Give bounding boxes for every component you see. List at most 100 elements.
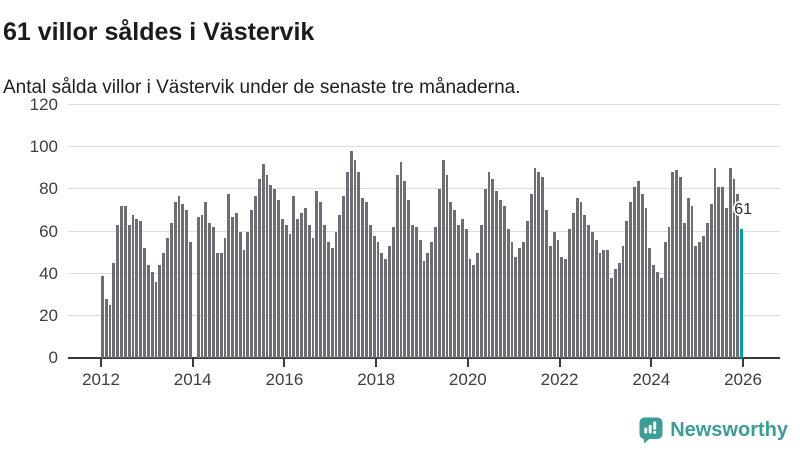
x-axis-tick-2024 xyxy=(650,358,653,367)
bar xyxy=(514,256,518,358)
bar xyxy=(437,189,441,358)
bar xyxy=(525,220,529,358)
x-axis-label-2016: 2016 xyxy=(265,370,304,389)
bar xyxy=(483,189,487,358)
bar xyxy=(391,227,395,358)
bar xyxy=(162,252,166,358)
bar xyxy=(721,187,724,358)
x-axis-tick-2012 xyxy=(100,358,102,367)
bar xyxy=(533,168,537,358)
bar xyxy=(529,193,533,358)
bar xyxy=(342,195,345,358)
bar xyxy=(238,231,242,358)
y-axis-label-80: 80 xyxy=(39,179,58,199)
bar xyxy=(326,242,330,358)
bar xyxy=(468,258,472,358)
bar xyxy=(292,195,296,358)
bars-container xyxy=(101,105,744,358)
bar xyxy=(682,223,686,358)
bar xyxy=(479,225,483,358)
bar xyxy=(571,212,575,358)
bar xyxy=(422,261,426,358)
bar xyxy=(311,237,315,358)
bar xyxy=(724,208,728,358)
bar xyxy=(189,242,192,358)
bar xyxy=(303,208,307,358)
bar xyxy=(219,252,223,358)
bar xyxy=(644,208,648,358)
bar xyxy=(430,242,434,358)
bar xyxy=(476,252,479,358)
bar xyxy=(717,187,721,358)
bar xyxy=(143,248,146,358)
bar xyxy=(610,277,613,358)
bar xyxy=(434,227,437,358)
bar xyxy=(636,180,640,358)
bar xyxy=(472,265,476,358)
bar xyxy=(426,252,430,358)
bar xyxy=(418,239,422,358)
highlight-bar xyxy=(740,229,744,358)
bar xyxy=(621,246,625,358)
bar xyxy=(112,263,116,358)
y-axis-label-20: 20 xyxy=(39,305,58,325)
bar xyxy=(617,263,621,358)
bar xyxy=(499,199,502,358)
bar xyxy=(196,216,200,358)
bar xyxy=(399,161,403,358)
bar xyxy=(575,197,579,358)
x-axis-label-2026: 2026 xyxy=(724,370,762,389)
x-axis-tick-2014 xyxy=(191,358,194,367)
bar xyxy=(338,214,342,358)
gridline-100 xyxy=(68,146,780,148)
bar xyxy=(403,180,407,358)
bar xyxy=(713,168,717,358)
bar xyxy=(495,191,499,358)
x-axis-line xyxy=(68,357,780,359)
bar xyxy=(445,174,449,358)
bar xyxy=(204,201,208,358)
y-axis-label-100: 100 xyxy=(29,137,58,157)
chart-subtitle: Antal sålda villor i Västervik under de … xyxy=(3,77,521,98)
bar xyxy=(675,170,679,358)
bar xyxy=(679,176,682,358)
bar xyxy=(541,176,545,358)
bar xyxy=(510,242,514,358)
x-axis-label-2020: 2020 xyxy=(448,370,487,389)
bar xyxy=(315,191,319,358)
bar xyxy=(613,269,617,358)
bar xyxy=(135,218,139,358)
bar xyxy=(185,210,189,358)
bar xyxy=(659,277,663,358)
bar xyxy=(200,214,204,358)
bar xyxy=(453,210,457,358)
bar xyxy=(280,218,284,358)
bar xyxy=(307,225,311,358)
bar xyxy=(146,265,150,358)
bar xyxy=(284,225,288,358)
bar xyxy=(591,231,594,358)
bar xyxy=(334,231,338,358)
bar xyxy=(131,214,135,358)
x-axis-label-2024: 2024 xyxy=(632,370,671,389)
bar xyxy=(552,231,556,358)
bar xyxy=(269,185,273,358)
bar xyxy=(671,172,675,358)
y-axis-label-120: 120 xyxy=(29,95,58,114)
bar xyxy=(652,265,656,358)
x-axis-tick-2018 xyxy=(375,358,378,367)
bar xyxy=(629,201,633,358)
bar xyxy=(139,220,143,358)
bar xyxy=(736,193,740,358)
bar xyxy=(254,195,257,358)
bar xyxy=(166,237,169,358)
newsworthy-brand-link[interactable]: Newsworthy xyxy=(639,417,788,444)
bar xyxy=(598,252,602,358)
bar xyxy=(323,225,326,358)
bar xyxy=(537,172,541,358)
bar xyxy=(648,248,652,358)
bar xyxy=(177,195,181,358)
bar xyxy=(261,164,265,358)
bar xyxy=(357,172,361,358)
